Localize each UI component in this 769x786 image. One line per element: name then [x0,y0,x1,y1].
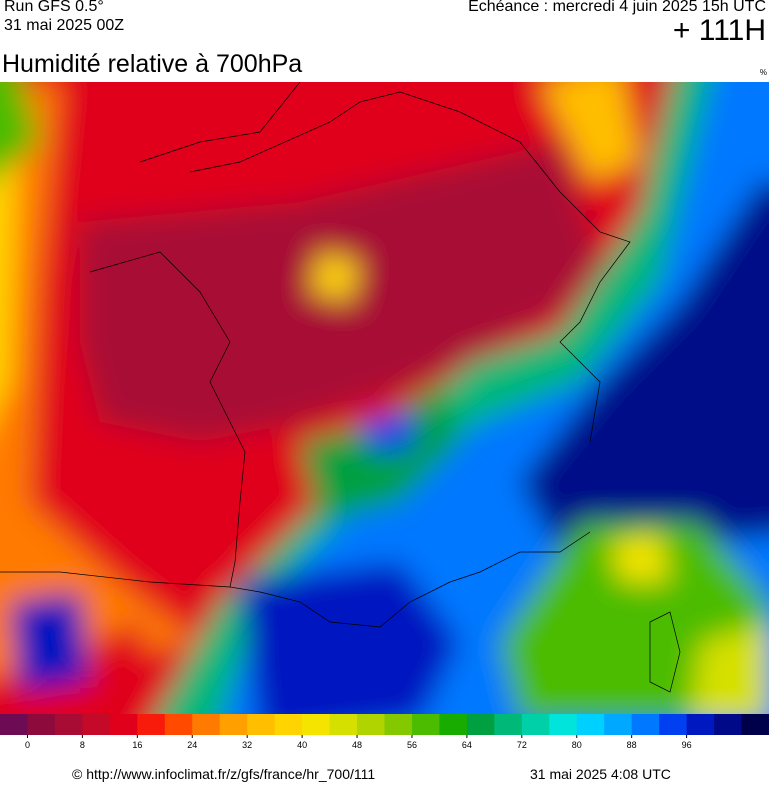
color-swatch [54,714,83,735]
color-swatch [659,714,688,735]
color-scale: 0 8 16 24 32 40 48 56 64 72 80 88 96 [0,714,769,750]
forecast-time: Echéance : mercredi 4 juin 2025 15h UTC [468,0,766,15]
tick-label: 56 [407,740,417,750]
coastline [139,82,301,163]
color-swatch [466,714,495,735]
color-swatch [384,714,413,735]
color-swatch [411,714,440,735]
color-swatch [137,714,166,735]
lead-time: + 111H [672,14,766,47]
issue-time: 31 mai 2025 4:08 UTC [530,766,671,782]
color-swatch [27,714,56,735]
tick-label: 48 [352,740,362,750]
color-swatch [357,714,385,735]
tick-label: 0 [25,740,30,750]
coastline [0,571,231,588]
color-swatch [631,714,660,735]
border [189,91,631,443]
color-swatch [521,714,550,735]
borders [0,82,681,693]
tick-label: 88 [627,740,637,750]
color-swatch [714,714,743,735]
tick-label: 24 [187,740,197,750]
color-swatch [192,714,221,735]
source-url: © http://www.infoclimat.fr/z/gfs/france/… [72,766,376,782]
corsica [649,611,681,693]
tick-label: 80 [572,740,582,750]
color-swatch [219,714,248,735]
color-swatch [494,714,523,735]
color-swatch [686,714,715,735]
color-swatch [164,714,193,735]
map-title: Humidité relative à 700hPa [2,50,303,78]
color-swatch [576,714,605,735]
color-swatch [109,714,138,735]
coastline [89,251,246,453]
color-swatch [439,714,468,735]
color-swatch [549,714,578,735]
tick-label: 40 [297,740,307,750]
humidity-map [0,82,769,714]
color-swatch [247,714,276,735]
color-swatch [329,714,358,735]
color-swatch [741,714,769,735]
color-swatch [82,714,111,735]
color-swatch [604,714,633,735]
unit-label: % [759,68,767,77]
color-swatch [0,714,28,735]
humidity-field [0,82,769,714]
tick-label: 72 [517,740,527,750]
tick-label: 16 [132,740,142,750]
color-swatch [274,714,303,735]
color-swatch [302,714,331,735]
run-date: 31 mai 2025 00Z [4,17,125,34]
tick-label: 32 [242,740,252,750]
tick-label: 8 [80,740,85,750]
coastline [229,451,591,628]
run-label: Run GFS 0.5° [4,0,104,15]
tick-label: 64 [462,740,472,750]
tick-label: 96 [682,740,692,750]
